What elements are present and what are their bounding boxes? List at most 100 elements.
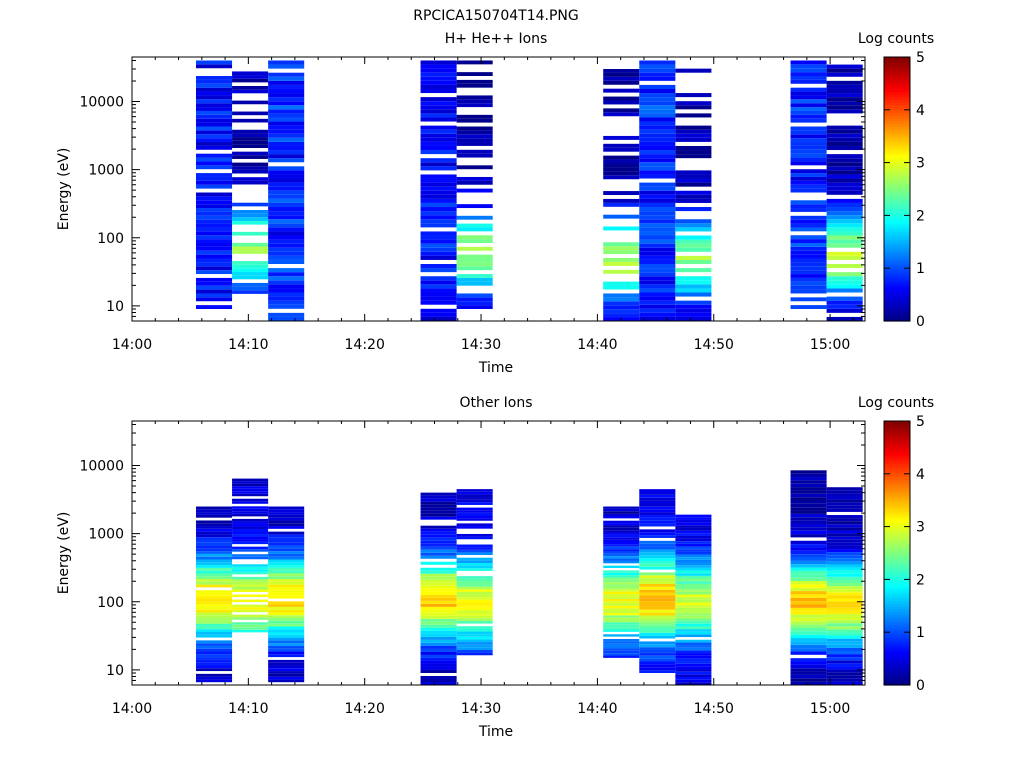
colorbar-swatch: [884, 252, 910, 256]
colorbar-swatch: [884, 107, 910, 111]
heatmap-cell: [639, 595, 676, 599]
heatmap-cell: [195, 584, 233, 588]
heatmap-cell: [790, 621, 827, 625]
heatmap-cell: [603, 624, 640, 628]
heatmap-column: [456, 489, 493, 656]
colorbar-swatch: [884, 460, 910, 464]
heatmap-cell: [826, 647, 863, 652]
heatmap-column: [420, 60, 457, 321]
colorbar-swatch: [884, 299, 910, 304]
heatmap-cell: [790, 114, 827, 119]
heatmap-cell: [456, 258, 493, 263]
colorbar-swatch: [884, 489, 910, 493]
heatmap-cell: [456, 293, 493, 298]
heatmap-cell: [826, 141, 863, 146]
heatmap-cell: [268, 154, 305, 159]
colorbar-swatch: [884, 444, 910, 448]
heatmap-cell: [675, 623, 712, 627]
heatmap-cell: [639, 512, 676, 515]
heatmap-cell: [232, 629, 269, 633]
heatmap-cell: [826, 162, 863, 167]
heatmap-cell: [232, 111, 269, 116]
heatmap-cell: [639, 503, 676, 507]
heatmap-cell: [826, 524, 863, 528]
colorbar-swatch: [884, 75, 910, 79]
heatmap-cell: [603, 565, 640, 569]
heatmap-cell: [195, 91, 233, 96]
heatmap-cell: [826, 527, 863, 531]
heatmap-cell: [675, 292, 712, 297]
heatmap-cell: [790, 289, 827, 294]
heatmap-cell: [268, 673, 305, 677]
colorbar-swatch: [884, 170, 910, 174]
heatmap-cell: [675, 170, 712, 175]
heatmap-cell: [826, 542, 863, 546]
heatmap-cell: [268, 117, 305, 122]
heatmap-cell: [195, 118, 233, 123]
heatmap-cell: [790, 219, 827, 224]
heatmap-cell: [420, 190, 457, 195]
heatmap-cell: [639, 129, 676, 134]
heatmap-cell: [195, 523, 233, 527]
colorbar-swatch: [884, 260, 910, 264]
heatmap-cell: [195, 506, 233, 510]
heatmap-cell: [603, 620, 640, 623]
heatmap-cell: [195, 679, 233, 683]
heatmap-cell: [603, 167, 640, 172]
panel-other-ions: Other Ions Log counts Energy (eV) Time 1…: [56, 395, 934, 740]
colorbar-swatch: [884, 463, 910, 467]
heatmap-cell: [195, 250, 233, 255]
heatmap-cell: [639, 604, 676, 607]
heatmap-cell: [232, 177, 269, 181]
heatmap-cell: [790, 601, 827, 605]
heatmap-cell: [790, 487, 827, 491]
heatmap-cell: [195, 110, 233, 115]
heatmap-cell: [268, 676, 305, 680]
heatmap-cell: [639, 506, 676, 510]
heatmap-cell: [675, 583, 712, 587]
heatmap-cell: [420, 166, 457, 171]
heatmap-cell: [639, 612, 676, 616]
heatmap-cell: [420, 549, 457, 553]
heatmap-cell: [195, 640, 233, 644]
heatmap-cell: [232, 133, 269, 138]
colorbar-tick-label: 0: [916, 314, 925, 330]
heatmap-cell: [675, 522, 712, 526]
heatmap-cell: [639, 540, 676, 544]
heatmap-cell: [232, 622, 269, 625]
heatmap-cell: [639, 154, 676, 159]
heatmap-cell: [456, 204, 493, 209]
heatmap-cell: [456, 126, 493, 131]
heatmap-cell: [826, 68, 863, 73]
colorbar-swatch: [884, 452, 910, 456]
heatmap-cell: [456, 518, 493, 521]
heatmap-cell: [232, 531, 269, 535]
heatmap-cell: [639, 664, 676, 668]
heatmap-cell: [268, 654, 305, 658]
heatmap-cell: [826, 72, 863, 77]
heatmap-cell: [456, 560, 493, 563]
heatmap-cell: [790, 126, 827, 131]
colorbar-swatch: [884, 605, 910, 610]
heatmap-cell: [420, 264, 457, 269]
heatmap-cell: [603, 584, 640, 587]
heatmap-cell: [456, 180, 493, 185]
heatmap-cell: [675, 605, 712, 608]
heatmap-cell: [268, 125, 305, 130]
heatmap-cell: [639, 650, 676, 653]
heatmap-cell: [456, 274, 493, 278]
heatmap-cell: [826, 198, 863, 203]
colorbar-swatch: [884, 310, 910, 314]
colorbar-swatch: [884, 210, 910, 214]
heatmap-cell: [675, 653, 712, 656]
heatmap-cell: [456, 602, 493, 606]
heatmap-cell: [603, 261, 640, 266]
heatmap-cell: [675, 594, 712, 598]
heatmap-cell: [456, 281, 493, 286]
heatmap-cell: [603, 638, 640, 642]
colorbar-swatch: [884, 497, 910, 501]
heatmap-cell: [456, 262, 493, 267]
heatmap-cell: [268, 219, 305, 224]
heatmap-cell: [420, 546, 457, 550]
colorbar-swatch: [884, 93, 910, 98]
